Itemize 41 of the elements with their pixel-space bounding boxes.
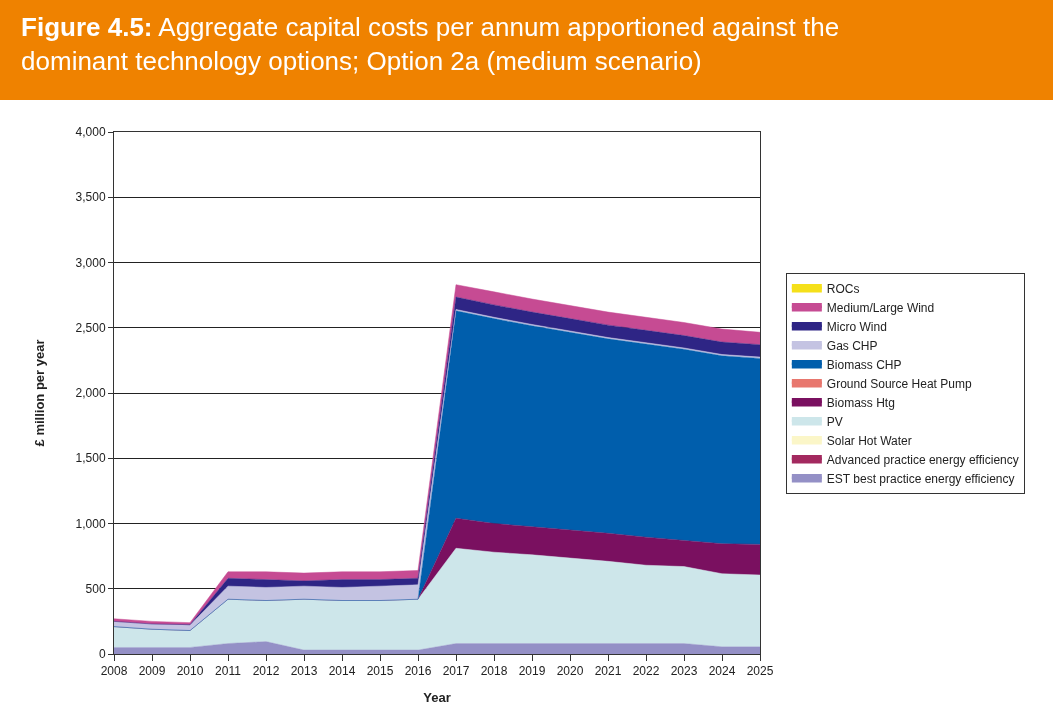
- y-tick-label: 1,000: [75, 516, 106, 531]
- x-tick-label: 2011: [215, 664, 242, 679]
- y-tick-label: 0: [98, 647, 106, 662]
- y-tick-label: 500: [85, 581, 106, 596]
- x-tick-label: 2013: [290, 664, 318, 679]
- y-tick-label: 1,500: [75, 451, 106, 466]
- legend-label: Gas CHP: [826, 339, 878, 354]
- x-tick-label: 2022: [632, 664, 660, 679]
- x-tick-label: 2015: [366, 664, 394, 679]
- legend-label: ROCs: [826, 282, 860, 297]
- y-tick-label: 2,500: [75, 320, 106, 335]
- legend-label: Micro Wind: [826, 320, 887, 335]
- x-tick-label: 2021: [594, 664, 622, 679]
- legend-label: Biomass CHP: [826, 358, 902, 373]
- x-axis-title: Year: [423, 690, 451, 705]
- y-tick-label: 3,500: [75, 190, 106, 205]
- x-tick-label: 2019: [518, 664, 546, 679]
- chart-title: Figure 4.5: Aggregate capital costs per annum apportioned against the dominant technology options; Option 2a (medium scenario): [21, 12, 840, 76]
- legend-label: Medium/Large Wind: [826, 301, 935, 316]
- legend-label: Advanced practice energy efficiency: [826, 453, 1019, 468]
- legend-label: Solar Hot Water: [826, 434, 912, 449]
- x-tick-label: 2010: [176, 664, 204, 679]
- x-tick-label: 2020: [556, 664, 584, 679]
- legend-label: EST best practice energy efficiency: [826, 472, 1015, 487]
- y-tick-label: 3,000: [75, 255, 106, 270]
- y-axis-title: £ million per year: [31, 339, 47, 447]
- x-tick-label: 2024: [708, 664, 736, 679]
- legend-label: Biomass Htg: [826, 396, 895, 411]
- x-tick-label: 2008: [100, 664, 128, 679]
- x-tick-label: 2017: [442, 664, 470, 679]
- x-tick-label: 2023: [670, 664, 698, 679]
- legend-label: PV: [826, 415, 843, 430]
- x-tick-label: 2014: [328, 664, 356, 679]
- y-tick-label: 4,000: [75, 125, 106, 140]
- x-tick-label: 2012: [252, 664, 280, 679]
- x-tick-label: 2016: [404, 664, 432, 679]
- x-tick-label: 2018: [480, 664, 508, 679]
- y-tick-label: 2,000: [75, 386, 106, 401]
- legend-label: Ground Source Heat Pump: [826, 377, 972, 392]
- x-tick-label: 2009: [138, 664, 166, 679]
- x-tick-label: 2025: [746, 664, 774, 679]
